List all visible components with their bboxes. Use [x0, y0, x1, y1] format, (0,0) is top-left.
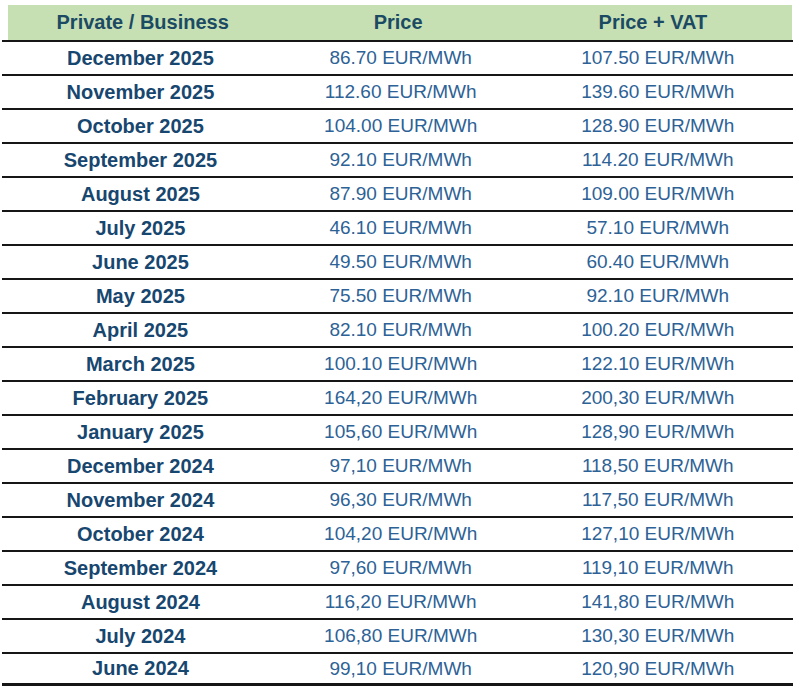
price-vat-cell: 60.40 EUR/MWh [522, 251, 793, 273]
price-cell: 104,20 EUR/MWh [279, 523, 523, 545]
table-row: October 2025 104.00 EUR/MWh 128.90 EUR/M… [2, 108, 793, 142]
price-cell: 106,80 EUR/MWh [279, 625, 523, 647]
price-vat-cell: 118,50 EUR/MWh [522, 455, 793, 477]
month-cell: August 2024 [2, 591, 279, 614]
month-cell: January 2025 [2, 421, 279, 444]
price-vat-cell: 120,90 EUR/MWh [522, 658, 793, 680]
price-cell: 82.10 EUR/MWh [279, 319, 523, 341]
month-cell: July 2025 [2, 217, 279, 240]
price-vat-cell: 107.50 EUR/MWh [522, 47, 793, 69]
price-vat-cell: 127,10 EUR/MWh [522, 523, 793, 545]
price-cell: 116,20 EUR/MWh [279, 591, 523, 613]
price-cell: 92.10 EUR/MWh [279, 149, 523, 171]
price-cell: 86.70 EUR/MWh [279, 47, 523, 69]
table-header-row: Private / Business Price Price + VAT [8, 5, 792, 40]
month-cell: August 2025 [2, 183, 279, 206]
price-cell: 46.10 EUR/MWh [279, 217, 523, 239]
price-cell: 104.00 EUR/MWh [279, 115, 523, 137]
month-cell: April 2025 [2, 319, 279, 342]
price-vat-cell: 130,30 EUR/MWh [522, 625, 793, 647]
price-vat-cell: 117,50 EUR/MWh [522, 489, 793, 511]
table-row: December 2025 86.70 EUR/MWh 107.50 EUR/M… [2, 40, 793, 74]
month-cell: December 2025 [2, 47, 279, 70]
table-row: June 2025 49.50 EUR/MWh 60.40 EUR/MWh [2, 244, 793, 278]
table-row: November 2024 96,30 EUR/MWh 117,50 EUR/M… [2, 482, 793, 516]
price-cell: 49.50 EUR/MWh [279, 251, 523, 273]
month-cell: March 2025 [2, 353, 279, 376]
table-row: July 2025 46.10 EUR/MWh 57.10 EUR/MWh [2, 210, 793, 244]
table-row: May 2025 75.50 EUR/MWh 92.10 EUR/MWh [2, 278, 793, 312]
month-cell: December 2024 [2, 455, 279, 478]
price-vat-cell: 128.90 EUR/MWh [522, 115, 793, 137]
price-vat-cell: 100.20 EUR/MWh [522, 319, 793, 341]
month-cell: November 2024 [2, 489, 279, 512]
month-cell: October 2025 [2, 115, 279, 138]
table-row: April 2025 82.10 EUR/MWh 100.20 EUR/MWh [2, 312, 793, 346]
month-cell: February 2025 [2, 387, 279, 410]
column-header-price-vat: Price + VAT [519, 11, 787, 34]
table-row: August 2024 116,20 EUR/MWh 141,80 EUR/MW… [2, 584, 793, 618]
table-row: August 2025 87.90 EUR/MWh 109.00 EUR/MWh [2, 176, 793, 210]
price-cell: 96,30 EUR/MWh [279, 489, 523, 511]
price-vat-cell: 200,30 EUR/MWh [522, 387, 793, 409]
price-cell: 105,60 EUR/MWh [279, 421, 523, 443]
table-row: September 2024 97,60 EUR/MWh 119,10 EUR/… [2, 550, 793, 584]
table-row: June 2024 99,10 EUR/MWh 120,90 EUR/MWh [2, 652, 793, 686]
table-row: March 2025 100.10 EUR/MWh 122.10 EUR/MWh [2, 346, 793, 380]
month-cell: July 2024 [2, 625, 279, 648]
price-cell: 112.60 EUR/MWh [279, 81, 523, 103]
price-vat-cell: 141,80 EUR/MWh [522, 591, 793, 613]
price-vat-cell: 92.10 EUR/MWh [522, 285, 793, 307]
price-cell: 97,10 EUR/MWh [279, 455, 523, 477]
month-cell: June 2025 [2, 251, 279, 274]
month-cell: September 2024 [2, 557, 279, 580]
price-cell: 75.50 EUR/MWh [279, 285, 523, 307]
price-vat-cell: 114.20 EUR/MWh [522, 149, 793, 171]
price-cell: 97,60 EUR/MWh [279, 557, 523, 579]
month-cell: October 2024 [2, 523, 279, 546]
column-header-price: Price [277, 11, 518, 34]
table-row: September 2025 92.10 EUR/MWh 114.20 EUR/… [2, 142, 793, 176]
column-header-private-business: Private / Business [8, 11, 277, 34]
table-row: January 2025 105,60 EUR/MWh 128,90 EUR/M… [2, 414, 793, 448]
table-row: July 2024 106,80 EUR/MWh 130,30 EUR/MWh [2, 618, 793, 652]
price-vat-cell: 119,10 EUR/MWh [522, 557, 793, 579]
month-cell: May 2025 [2, 285, 279, 308]
price-vat-cell: 122.10 EUR/MWh [522, 353, 793, 375]
price-cell: 99,10 EUR/MWh [279, 658, 523, 680]
table-row: November 2025 112.60 EUR/MWh 139.60 EUR/… [2, 74, 793, 108]
month-cell: November 2025 [2, 81, 279, 104]
table-row: October 2024 104,20 EUR/MWh 127,10 EUR/M… [2, 516, 793, 550]
price-cell: 100.10 EUR/MWh [279, 353, 523, 375]
month-cell: September 2025 [2, 149, 279, 172]
price-vat-cell: 128,90 EUR/MWh [522, 421, 793, 443]
price-vat-cell: 57.10 EUR/MWh [522, 217, 793, 239]
price-cell: 164,20 EUR/MWh [279, 387, 523, 409]
table-row: February 2025 164,20 EUR/MWh 200,30 EUR/… [2, 380, 793, 414]
table-row: December 2024 97,10 EUR/MWh 118,50 EUR/M… [2, 448, 793, 482]
price-vat-cell: 109.00 EUR/MWh [522, 183, 793, 205]
price-vat-cell: 139.60 EUR/MWh [522, 81, 793, 103]
price-table: Private / Business Price Price + VAT Dec… [2, 5, 793, 686]
month-cell: June 2024 [2, 657, 279, 680]
table-body: December 2025 86.70 EUR/MWh 107.50 EUR/M… [2, 40, 793, 686]
price-cell: 87.90 EUR/MWh [279, 183, 523, 205]
